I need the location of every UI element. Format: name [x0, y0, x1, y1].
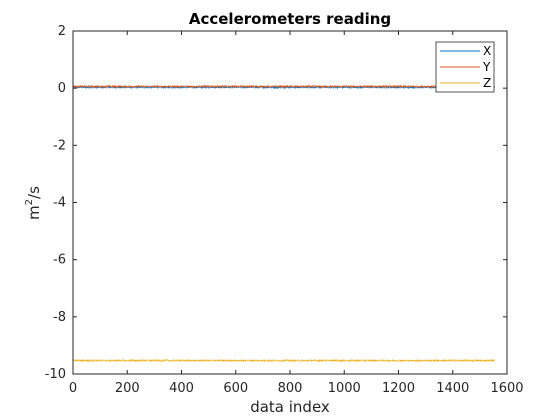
y-tick-label: -4	[53, 196, 66, 211]
series-line-z	[72, 358, 495, 363]
x-tick-label: 0	[69, 381, 77, 396]
x-tick-label: 1400	[436, 381, 469, 396]
x-tick-label: 1200	[382, 381, 415, 396]
x-tick-label: 400	[169, 381, 194, 396]
y-axis-title-sup: 2	[24, 199, 35, 205]
x-tick-label: 800	[278, 381, 303, 396]
x-tick-label: 200	[115, 381, 140, 396]
legend: XYZ	[435, 41, 495, 93]
y-tick-label: -8	[53, 310, 66, 325]
y-tick-label: 2	[58, 24, 66, 39]
x-tick-label: 1000	[328, 381, 361, 396]
y-tick-label: -10	[45, 367, 66, 382]
y-tick-label: -6	[53, 253, 66, 268]
x-tick-label: 600	[223, 381, 248, 396]
legend-label-z: Z	[483, 76, 491, 90]
series-group	[72, 84, 495, 363]
chart-title: Accelerometers reading	[189, 10, 391, 28]
y-tick-label: 0	[58, 81, 66, 96]
series-line-y	[72, 84, 495, 89]
axis-ticks: 0 200 400 600 800 1000 1200 1400 1600 2 0 -2 -4 -6 -8 -…	[45, 24, 524, 396]
x-tick-label: 1600	[490, 381, 523, 396]
x-axis-title: data index	[250, 398, 330, 416]
legend-label-y: Y	[482, 60, 491, 74]
y-axis-title: m2/s	[24, 186, 43, 220]
y-axis-title-base: m	[25, 205, 43, 220]
y-axis-title-tail: /s	[25, 186, 43, 199]
legend-label-x: X	[483, 44, 491, 58]
y-tick-label: -2	[53, 138, 66, 153]
